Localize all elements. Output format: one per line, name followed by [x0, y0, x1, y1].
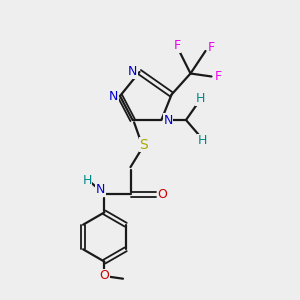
Text: F: F	[214, 70, 222, 83]
Text: O: O	[100, 269, 109, 282]
Text: N: N	[163, 113, 173, 127]
Text: N: N	[128, 65, 138, 78]
Text: H: H	[198, 134, 207, 148]
Text: N: N	[96, 183, 106, 196]
Text: O: O	[158, 188, 167, 201]
Text: F: F	[173, 39, 181, 52]
Text: F: F	[207, 41, 214, 54]
Text: N: N	[109, 89, 118, 103]
Text: H: H	[195, 92, 205, 105]
Text: S: S	[140, 138, 148, 152]
Text: H: H	[82, 173, 92, 187]
